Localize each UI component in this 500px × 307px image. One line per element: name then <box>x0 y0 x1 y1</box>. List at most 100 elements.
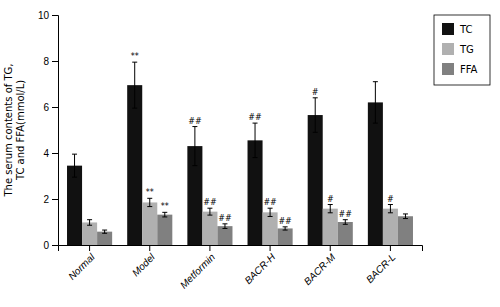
legend-item: TC <box>442 23 473 35</box>
error-bar-line <box>134 62 135 108</box>
error-bar-line <box>390 205 391 213</box>
error-bar <box>222 224 227 229</box>
y-axis: 0246810 <box>38 10 59 251</box>
y-tick-label: 6 <box>43 102 49 113</box>
x-tick-label: BACR-M <box>302 251 338 287</box>
error-bar <box>132 62 137 108</box>
error-bar-line <box>345 220 346 225</box>
y-tick: 8 <box>43 56 58 67</box>
y-tick-label: 8 <box>43 56 49 67</box>
error-bar-cap <box>207 215 212 216</box>
error-bar <box>102 230 107 233</box>
error-bar-cap <box>268 208 273 209</box>
bar <box>323 209 338 245</box>
error-bar-cap <box>192 126 197 127</box>
bar <box>368 102 383 245</box>
x-tick-label: BACR-L <box>364 251 398 285</box>
bar <box>142 202 157 245</box>
bar <box>263 212 278 245</box>
annotation: ## <box>248 113 262 122</box>
error-bar-cap <box>403 213 408 214</box>
x-tick-label: Normal <box>66 251 97 282</box>
legend-frame <box>434 15 490 85</box>
error-bar <box>192 127 197 166</box>
y-tick-mark <box>52 199 58 200</box>
error-bar <box>343 220 348 225</box>
x-tick: Metformin <box>178 245 218 291</box>
error-bar-line <box>194 127 195 166</box>
x-tick-mark <box>89 245 90 251</box>
error-bar-cap <box>162 212 167 213</box>
legend-label: TC <box>459 24 473 35</box>
error-bar-line <box>255 123 256 158</box>
error-bar-cap <box>192 165 197 166</box>
error-bar <box>253 123 258 158</box>
bar <box>127 85 142 245</box>
error-bar-cap <box>268 216 273 217</box>
error-bar-cap <box>87 219 92 220</box>
error-bar-cap <box>162 216 167 217</box>
annotation: # <box>312 88 319 97</box>
x-tick: Normal <box>66 245 97 282</box>
y-tick: 6 <box>43 102 58 113</box>
error-bar <box>87 220 92 226</box>
error-bar-cap <box>283 226 288 227</box>
error-bar-cap <box>328 212 333 213</box>
x-tick: BACR-H <box>242 245 277 286</box>
legend-swatch <box>442 63 454 75</box>
annotation: # <box>387 195 394 204</box>
bar <box>67 166 82 245</box>
bar <box>278 228 293 245</box>
error-bar-cap <box>253 123 258 124</box>
bar <box>217 226 232 245</box>
annotation: ## <box>203 198 217 207</box>
error-bar <box>147 198 152 206</box>
legend-label: TG <box>459 44 474 55</box>
x-tick-mark <box>390 245 391 251</box>
x-tick-label: BACR-H <box>242 251 277 286</box>
y-tick-mark <box>52 61 58 62</box>
annotation: ## <box>278 217 292 226</box>
error-bar-cap <box>102 230 107 231</box>
error-bar-cap <box>388 212 393 213</box>
annotation: ## <box>263 198 277 207</box>
legend-label: FFA <box>460 64 478 75</box>
error-bar-cap <box>328 204 333 205</box>
error-bar <box>268 208 273 216</box>
error-bar-cap <box>147 206 152 207</box>
error-bar-cap <box>343 224 348 225</box>
annotation: # <box>327 195 334 204</box>
bar <box>383 209 398 245</box>
error-bar <box>328 205 333 213</box>
axis-line <box>52 16 59 246</box>
x-tick-mark <box>149 245 150 251</box>
error-bar <box>207 208 212 215</box>
error-bar-cap <box>313 97 318 98</box>
annotation: ## <box>188 117 202 126</box>
error-bar <box>72 154 77 177</box>
legend-swatch <box>442 43 454 55</box>
error-bar-cap <box>388 204 393 205</box>
error-bar-cap <box>373 81 378 82</box>
error-bar-line <box>74 154 75 177</box>
error-bar-line <box>405 214 406 219</box>
error-bar-line <box>149 198 150 206</box>
error-bar-cap <box>373 123 378 124</box>
error-bar-cap <box>147 198 152 199</box>
error-bar-line <box>330 205 331 213</box>
bar <box>97 232 112 245</box>
error-bar <box>373 82 378 123</box>
legend-item: FFA <box>442 63 478 75</box>
y-tick-label: 0 <box>43 240 49 251</box>
chart: 0246810NormalModelMetforminBACR-HBACR-MB… <box>0 0 500 307</box>
error-bar-cap <box>72 154 77 155</box>
marks <box>67 62 413 245</box>
legend: TC TG FFA <box>434 15 490 85</box>
annotation: ** <box>161 202 169 211</box>
annotation: ** <box>146 188 154 197</box>
y-tick-label: 2 <box>43 194 49 205</box>
error-bar-cap <box>343 219 348 220</box>
error-bar-line <box>209 208 210 215</box>
y-tick: 0 <box>43 240 58 251</box>
error-bar-cap <box>283 230 288 231</box>
